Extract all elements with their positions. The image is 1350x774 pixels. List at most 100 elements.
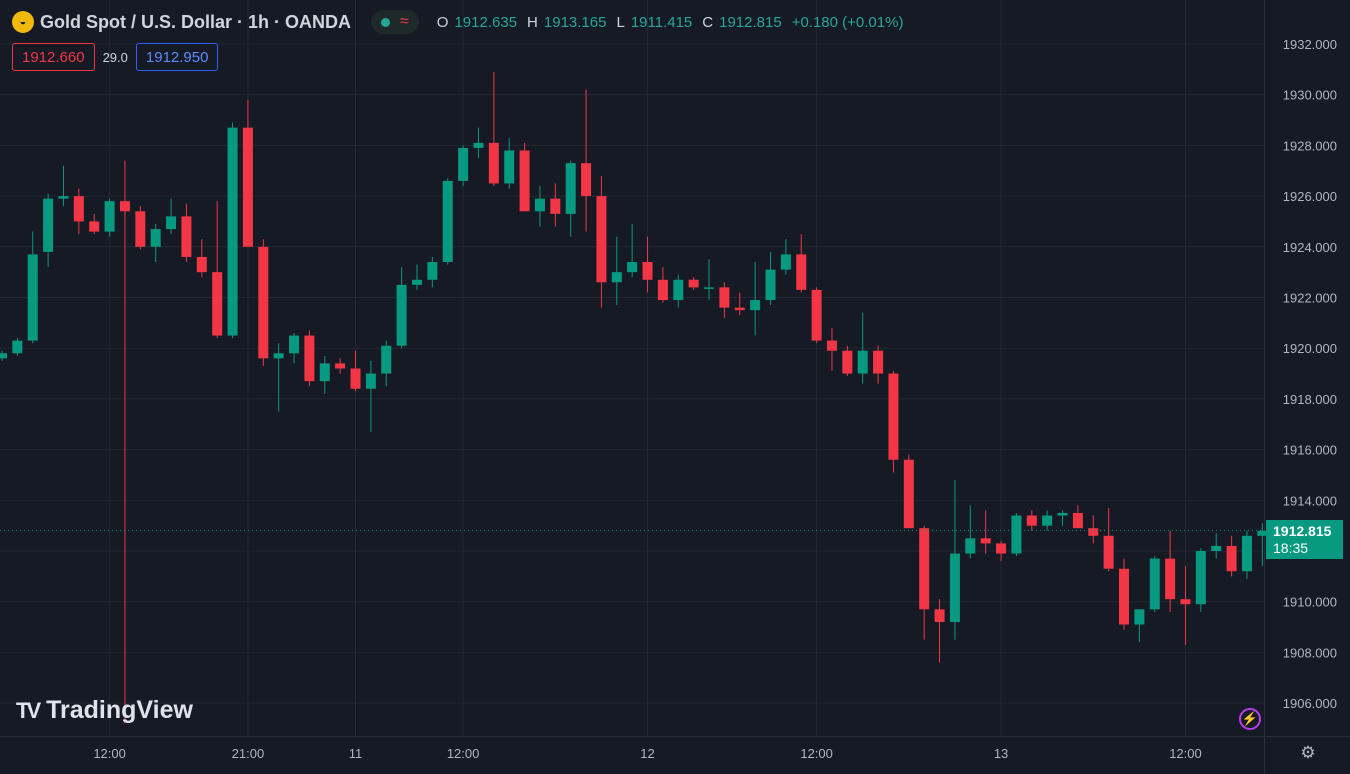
candle-body [1057, 512, 1068, 516]
time-axis: 12:00 21:00 11 12:00 12 12:00 13 12:00 [93, 746, 1201, 761]
settings-icon[interactable]: ⚙ [1300, 743, 1316, 762]
candle-body [381, 345, 392, 374]
data-delay-icon: ≈ [400, 13, 409, 30]
candle-body [427, 262, 438, 280]
candle-body [519, 150, 530, 212]
candle-body [1042, 515, 1053, 526]
candle-body [1134, 609, 1145, 625]
candle-body [765, 269, 776, 301]
ohlc-values: O 1912.635 H 1913.165 L 1911.415 C 1912.815 … [437, 14, 904, 31]
candle-body [258, 246, 269, 359]
candle-body [319, 363, 330, 382]
candle-body [1226, 545, 1237, 572]
candle-body [673, 279, 684, 301]
price-axis: 1932.000 1930.000 1928.000 1926.000 1924.000… [1283, 37, 1337, 711]
chart-header: ◒ Gold Spot / U.S. Dollar · 1h · OANDA ≈… [12, 9, 903, 35]
candle-body [1165, 558, 1176, 600]
candle-body [1149, 558, 1160, 610]
candle-body [657, 279, 668, 301]
candle-body [780, 254, 791, 270]
candle-body [888, 373, 899, 460]
candle-body [996, 543, 1007, 554]
candle-body [458, 147, 469, 181]
candle-body [289, 335, 300, 354]
candle-body [335, 363, 346, 369]
candle-body [1241, 535, 1252, 572]
price-tick-label: 1916.000 [1283, 443, 1337, 458]
ohlc-change: +0.180 (+0.01%) [791, 13, 904, 31]
candle-body [627, 262, 638, 273]
candle-body [826, 340, 837, 351]
symbol-title[interactable]: Gold Spot / U.S. Dollar · 1h · OANDA [40, 11, 352, 32]
ohlc-close-value: 1912.815 [719, 13, 782, 31]
candle-body [43, 198, 54, 252]
price-tick-label: 1932.000 [1283, 37, 1337, 52]
candle-body [1180, 599, 1191, 605]
candle-body [473, 142, 484, 148]
candle-body [0, 353, 7, 359]
tradingview-watermark[interactable]: TV TradingView [16, 696, 193, 725]
price-tick-label: 1910.000 [1283, 595, 1337, 610]
time-tick-label: 12:00 [93, 746, 126, 761]
market-open-icon [381, 17, 391, 27]
lightning-icon[interactable]: ⚡ [1239, 708, 1261, 730]
candle-body [642, 262, 653, 280]
price-tick-label: 1928.000 [1283, 138, 1337, 153]
candle-body [350, 368, 361, 389]
candle-body [227, 127, 238, 336]
buy-button[interactable]: 1912.950 [135, 43, 219, 71]
candle-body [811, 289, 822, 341]
spread-value: 29.0 [102, 49, 128, 65]
grid-lines [0, 0, 1264, 736]
candle-body [1011, 515, 1022, 554]
ohlc-high-key: H [527, 13, 538, 31]
candle-body [58, 196, 69, 199]
candle-body [411, 279, 422, 285]
candle-body [534, 198, 545, 212]
candle-body [581, 163, 592, 197]
trade-panel: 1912.660 29.0 1912.950 [12, 43, 219, 71]
candle-body [1257, 530, 1268, 536]
candle-body [396, 284, 407, 346]
candle-body [242, 127, 253, 247]
candle-body [719, 287, 730, 308]
market-status-pill[interactable]: ≈ [371, 10, 419, 34]
price-tick-label: 1926.000 [1283, 189, 1337, 204]
time-tick-label: 12:00 [800, 746, 833, 761]
price-tick-label: 1908.000 [1283, 645, 1337, 660]
last-price-label: 1912.815 18:35 [1266, 520, 1343, 559]
time-tick-label: 12:00 [447, 746, 480, 761]
candle-body [304, 335, 315, 382]
ohlc-open-key: O [436, 13, 449, 31]
price-tick-label: 1918.000 [1283, 392, 1337, 407]
ohlc-high-value: 1913.165 [543, 13, 607, 31]
tradingview-logo-icon: TV [16, 697, 41, 723]
candle-body [442, 180, 453, 263]
candle-body [166, 216, 177, 230]
sell-button[interactable]: 1912.660 [12, 43, 95, 71]
candle-body [196, 256, 207, 273]
candle-body [212, 272, 223, 336]
price-tick-label: 1924.000 [1283, 240, 1337, 255]
candle-body [488, 142, 499, 184]
tradingview-wordmark: TradingView [46, 696, 193, 724]
candle-body [181, 216, 192, 257]
candle-body [73, 196, 84, 222]
candle-body [504, 150, 515, 184]
ohlc-open-value: 1912.635 [454, 13, 518, 31]
candle-body [704, 287, 715, 289]
price-tick-label: 1920.000 [1283, 341, 1337, 356]
candle-body [873, 350, 884, 374]
candle-body [857, 350, 868, 374]
candle-body [611, 272, 622, 283]
ohlc-close-key: C [702, 13, 714, 31]
candles [0, 71, 1268, 724]
candle-body [796, 254, 807, 290]
candle-body [734, 307, 745, 311]
candle-body [1119, 568, 1130, 625]
ohlc-low-key: L [616, 13, 625, 31]
candle-body [1195, 551, 1206, 605]
price-tick-label: 1906.000 [1283, 696, 1337, 711]
